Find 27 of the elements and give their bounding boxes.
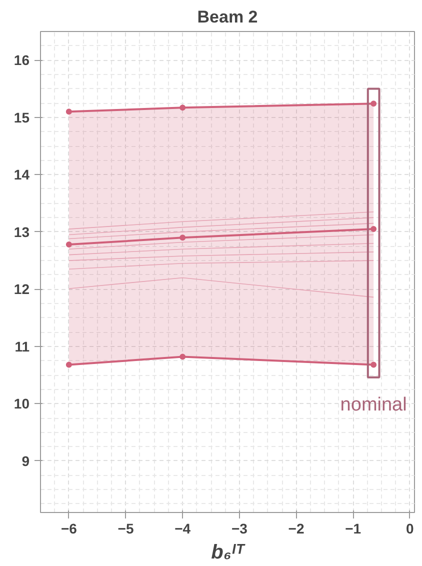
- point: [180, 104, 186, 111]
- chart-title: Beam 2: [197, 8, 258, 26]
- y-tick-label: 13: [14, 224, 30, 240]
- x-tick-label: −4: [174, 520, 191, 536]
- x-tick-label: −5: [118, 520, 134, 536]
- y-tick-label: 15: [14, 109, 30, 126]
- y-tick-label: 11: [14, 338, 30, 354]
- x-axis-title: b₆ᴵᵀ: [211, 542, 246, 564]
- x-tick-label: −2: [288, 520, 304, 536]
- y-tick-label: 9: [22, 452, 30, 469]
- y-tick-label: 16: [14, 52, 30, 68]
- y-tick-label: 12: [14, 281, 30, 298]
- point: [370, 100, 377, 107]
- y-tick-label: 10: [14, 396, 30, 412]
- point: [66, 362, 72, 368]
- y-tick-label: 14: [14, 166, 30, 183]
- x-tick-label: −6: [60, 520, 78, 536]
- point: [370, 362, 377, 368]
- x-tick-label: 0: [406, 520, 414, 536]
- point: [66, 242, 72, 248]
- annotation: nominal: [340, 394, 407, 416]
- x-tick-label: −3: [231, 520, 248, 536]
- point: [370, 226, 377, 232]
- point: [66, 108, 72, 115]
- x-tick-label: −1: [345, 520, 362, 536]
- point: [180, 354, 186, 360]
- point: [180, 234, 186, 241]
